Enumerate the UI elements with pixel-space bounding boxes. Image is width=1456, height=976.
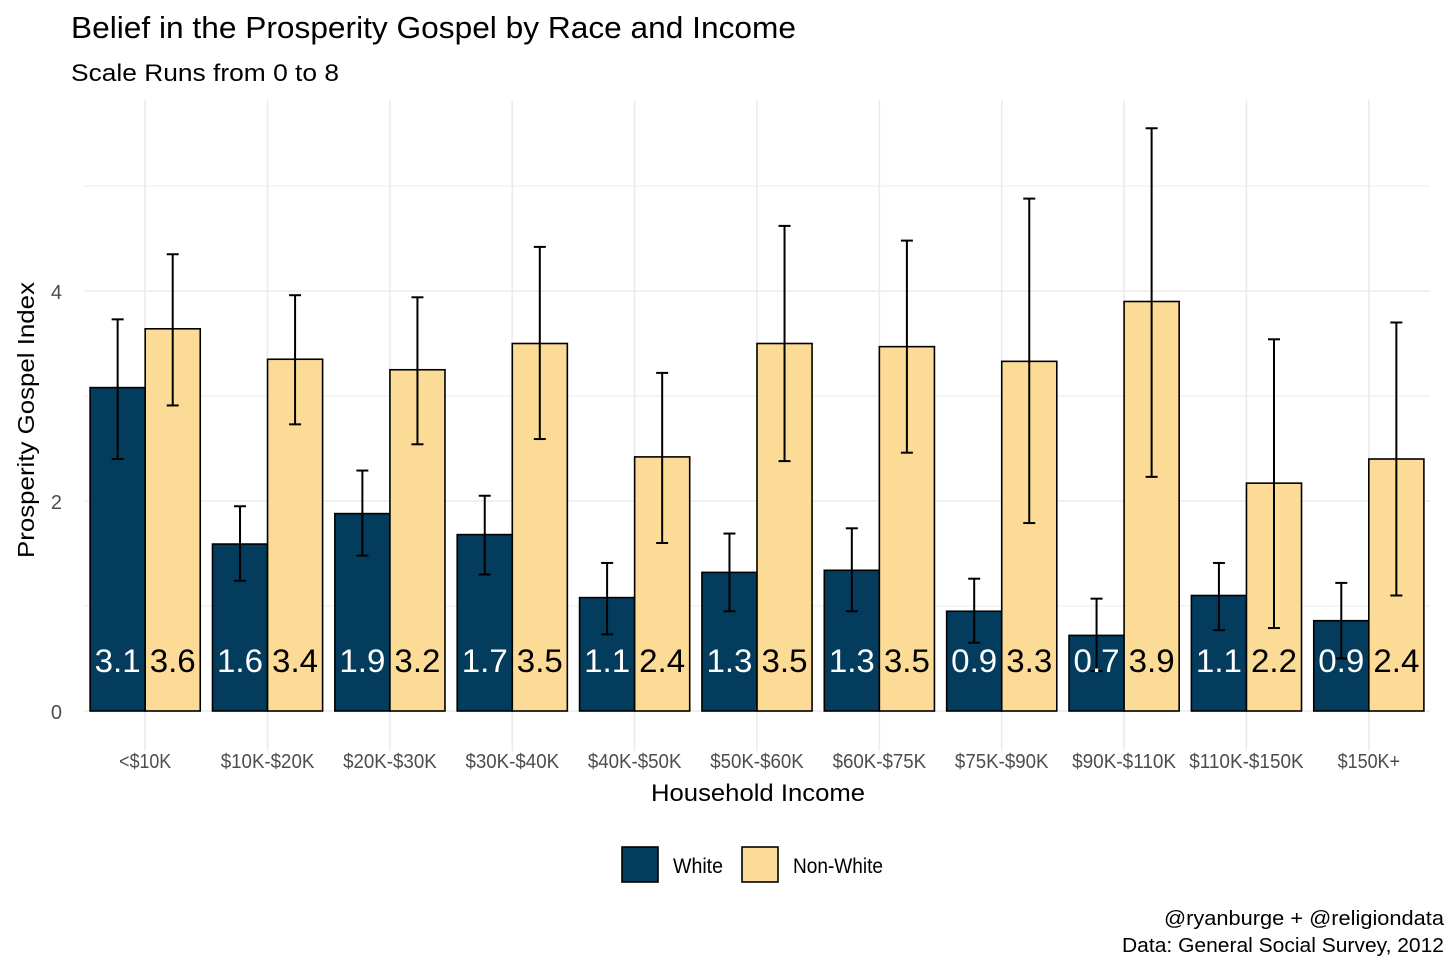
x-axis-label: Household Income [651,780,865,807]
x-tick-label: $20K-$30K [343,751,437,773]
axes: 0 2 4 <$10K $10K-$20K $20K-$30K $30K-$40K $40K-… [51,282,1400,773]
y-axis-label: Prosperity Gospel Index [13,281,39,558]
error-bar [111,318,124,460]
data-label: 2.4 [639,643,685,679]
chart-subtitle: Scale Runs from 0 to 8 [71,60,339,87]
x-tick-label: $50K-$60K [710,751,804,773]
x-tick-label: $75K-$90K [955,751,1049,773]
error-bar [1335,581,1348,660]
error-bar [1090,597,1103,673]
data-label: 0.7 [1074,643,1120,679]
data-label: 3.9 [1129,643,1175,679]
error-bar [166,253,179,407]
error-bar [723,532,736,613]
legend-swatch [621,846,659,883]
bars: 3.1 1.6 1.9 1.7 1.1 1.3 1.3 0.9 0.7 1.1 0.9 3.6 3.4 3… [89,127,1425,712]
error-bar [1145,127,1158,478]
data-label: 1.6 [217,643,263,679]
error-bar [356,469,369,557]
caption-line-1: @ryanburge + @religiondata [1164,908,1445,930]
y-tick-label: 2 [51,492,62,514]
x-tick-label: $40K-$50K [588,751,682,773]
data-label: 3.5 [517,643,563,679]
error-bar [656,371,669,544]
error-bar [533,245,546,441]
data-label: 1.1 [1196,643,1242,679]
data-label: 3.4 [272,643,318,679]
data-label: 1.3 [829,643,875,679]
y-tick-label: 0 [51,702,62,724]
data-label: 0.9 [951,643,997,679]
error-bar [289,294,302,426]
error-bar [1390,321,1403,597]
data-label: 1.7 [462,643,508,679]
legend-swatch [741,846,779,883]
data-label: 1.9 [339,643,385,679]
data-label: 3.5 [762,643,808,679]
error-bar [778,224,791,463]
x-tick-label: $30K-$40K [465,751,559,773]
error-bar [411,296,424,446]
error-bar [601,561,614,636]
legend-label: White [673,855,723,878]
chart-title: Belief in the Prosperity Gospel by Race … [71,10,796,45]
x-tick-label: $110K-$150K [1189,751,1304,773]
caption-line-2: Data: General Social Survey, 2012 [1122,935,1444,957]
error-bar [478,494,491,576]
error-bar [1212,561,1225,632]
data-label: 2.2 [1251,643,1297,679]
error-bar [234,505,247,582]
x-tick-label: $150K+ [1338,751,1400,773]
error-bar [1023,197,1036,525]
data-label: 3.1 [95,643,141,679]
data-label: 0.9 [1318,643,1364,679]
error-bar [845,527,858,613]
x-tick-label: $10K-$20K [221,751,315,773]
error-bar [900,239,913,454]
data-label: 3.5 [884,643,930,679]
data-label: 3.2 [394,643,440,679]
data-label: 2.4 [1373,643,1419,679]
x-tick-label: $60K-$75K [833,751,927,773]
error-bar [968,577,981,644]
legend-item-non-white: Non-White [741,846,883,883]
data-label: 1.1 [584,643,630,679]
y-tick-label: 4 [51,282,62,304]
data-label: 1.3 [706,643,752,679]
legend: White Non-White [621,846,883,883]
data-label: 3.3 [1006,643,1052,679]
legend-item-white: White [621,846,723,883]
error-bar [1267,338,1280,630]
data-label: 3.6 [150,643,196,679]
x-tick-label: $90K-$110K [1072,751,1177,773]
x-tick-label: <$10K [119,751,172,773]
legend-label: Non-White [793,855,883,878]
